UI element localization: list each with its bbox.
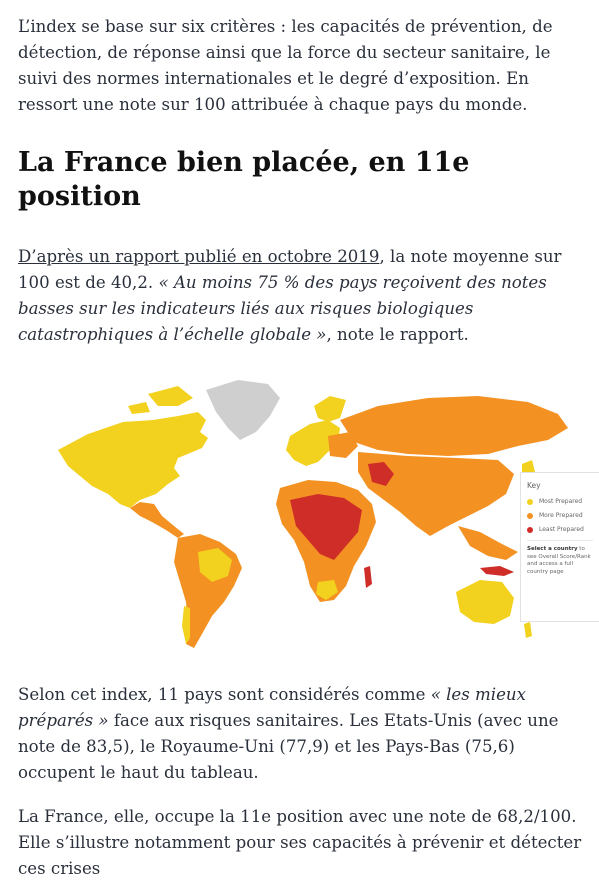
ranking-paragraph: Selon cet index, 11 pays sont considérés…	[18, 685, 559, 782]
region-russia	[340, 396, 568, 456]
report-tail: , note le rapport.	[326, 325, 469, 344]
region-greenland	[206, 380, 280, 440]
region-southeast-asia	[458, 526, 518, 560]
intro-paragraph: L’index se base sur six critères : les c…	[18, 17, 553, 114]
region-brazil-yellow	[198, 548, 232, 582]
world-map[interactable]	[28, 376, 588, 660]
region-eastern-europe	[328, 432, 358, 458]
legend-title: Key	[527, 481, 541, 490]
report-link[interactable]: D’après un rapport publié en octobre 201…	[18, 247, 380, 266]
legend-item-most-prepared: Most Prepared	[527, 498, 593, 505]
map-legend: Key Most Prepared More Prepared Least Pr…	[520, 472, 599, 622]
legend-label: More Prepared	[539, 512, 583, 519]
region-new-zealand	[524, 622, 532, 638]
report-text: , la note moyenne sur 100 est de 40,2.	[18, 247, 562, 292]
region-indonesia	[480, 566, 514, 576]
france-paragraph: La France, elle, occupe la 11e position …	[18, 807, 582, 878]
world-map-figure: Key Most Prepared More Prepared Least Pr…	[28, 376, 599, 660]
report-paragraph: D’après un rapport publié en octobre 201…	[18, 244, 583, 348]
region-asia	[358, 452, 514, 536]
region-central-america	[130, 502, 184, 538]
region-canada-arctic	[128, 386, 193, 414]
legend-dot-yellow	[527, 498, 533, 505]
legend-note: Select a country to see Overall Score/Ra…	[527, 540, 593, 576]
section-heading: La France bien placée, en 11e position	[18, 147, 470, 212]
legend-label: Most Prepared	[539, 498, 583, 505]
legend-item-least-prepared: Least Prepared	[527, 526, 593, 533]
region-europe	[286, 420, 340, 466]
legend-item-more-prepared: More Prepared	[527, 512, 593, 519]
region-chile	[182, 606, 190, 644]
region-scandinavia	[314, 396, 346, 422]
region-middle-east-red	[368, 462, 394, 486]
region-south-africa	[316, 580, 338, 600]
region-africa-red	[290, 494, 362, 560]
legend-dot-orange	[527, 512, 533, 519]
region-madagascar	[364, 566, 372, 588]
legend-dot-red	[527, 526, 533, 533]
legend-label: Least Prepared	[539, 526, 584, 533]
ranking-quote: « les mieux préparés »	[18, 685, 526, 730]
region-australia	[456, 580, 514, 624]
report-quote: « Au moins 75 % des pays reçoivent des n…	[18, 273, 547, 344]
region-north-america	[58, 412, 208, 508]
